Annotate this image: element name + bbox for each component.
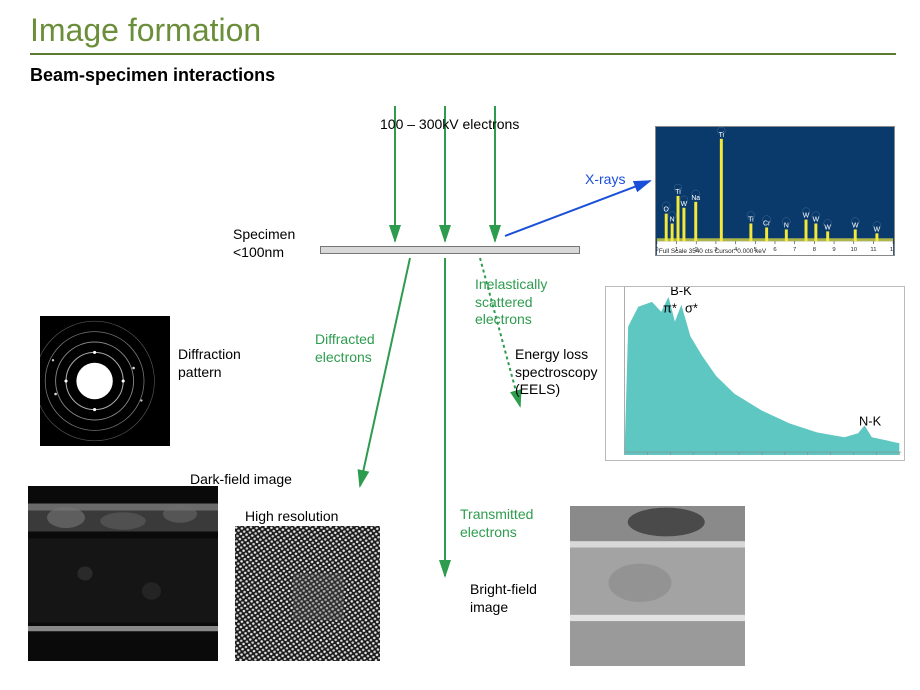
svg-text:Full Scale 3540 cts Cursor:: Full Scale 3540 cts Cursor: 0.000 keV: [659, 248, 767, 255]
label-incoming: 100 – 300kV electrons: [380, 116, 519, 134]
label-bright-field: Bright-field image: [470, 581, 537, 616]
svg-text:12: 12: [890, 247, 894, 253]
svg-text:Ti: Ti: [675, 189, 681, 196]
bright-field-image: [570, 506, 745, 666]
svg-text:W: W: [874, 226, 881, 233]
svg-text:π*: π*: [663, 301, 677, 316]
label-inelastic: Inelastically scattered electrons: [475, 276, 547, 329]
svg-text:B-K: B-K: [670, 287, 692, 298]
svg-text:Ti: Ti: [748, 217, 754, 224]
svg-text:σ*: σ*: [685, 301, 698, 316]
high-resolution-image: [235, 526, 380, 661]
page-title: Image formation: [0, 0, 920, 53]
label-high-res: High resolution: [245, 508, 338, 526]
svg-text:10: 10: [850, 247, 857, 253]
subtitle: Beam-specimen interactions: [0, 55, 920, 86]
svg-text:N: N: [670, 217, 675, 224]
label-eels: Energy loss spectroscopy (EELS): [515, 346, 597, 399]
diagram-canvas: 100 – 300kV electrons Specimen <100nm X-…: [0, 86, 920, 666]
label-transmitted: Transmitted electrons: [460, 506, 533, 541]
label-diff-pattern: Diffraction pattern: [178, 346, 241, 381]
dark-field-image: [28, 486, 218, 661]
svg-text:9: 9: [832, 247, 835, 253]
svg-text:7: 7: [793, 247, 796, 253]
eels-chart: B-K π* σ* N-K: [605, 286, 905, 461]
svg-text:O: O: [664, 207, 670, 214]
svg-text:W: W: [813, 217, 820, 224]
svg-text:Ti: Ti: [719, 132, 725, 139]
label-specimen: Specimen <100nm: [233, 226, 295, 261]
svg-text:Cr: Cr: [763, 220, 771, 227]
svg-text:W: W: [803, 213, 810, 220]
diffraction-pattern-image: [40, 316, 170, 446]
svg-text:11: 11: [870, 247, 876, 253]
xray-spectrum-chart: ONTiWNaTiTiCrNWWWWW0123456789101112Full …: [655, 126, 895, 256]
svg-text:W: W: [681, 201, 688, 208]
label-diffracted: Diffracted electrons: [315, 331, 375, 366]
svg-text:W: W: [824, 224, 831, 231]
specimen-bar: [320, 246, 580, 254]
svg-text:W: W: [852, 222, 859, 229]
svg-text:N: N: [784, 222, 789, 229]
svg-text:N-K: N-K: [859, 413, 882, 428]
label-xrays: X-rays: [585, 171, 625, 189]
